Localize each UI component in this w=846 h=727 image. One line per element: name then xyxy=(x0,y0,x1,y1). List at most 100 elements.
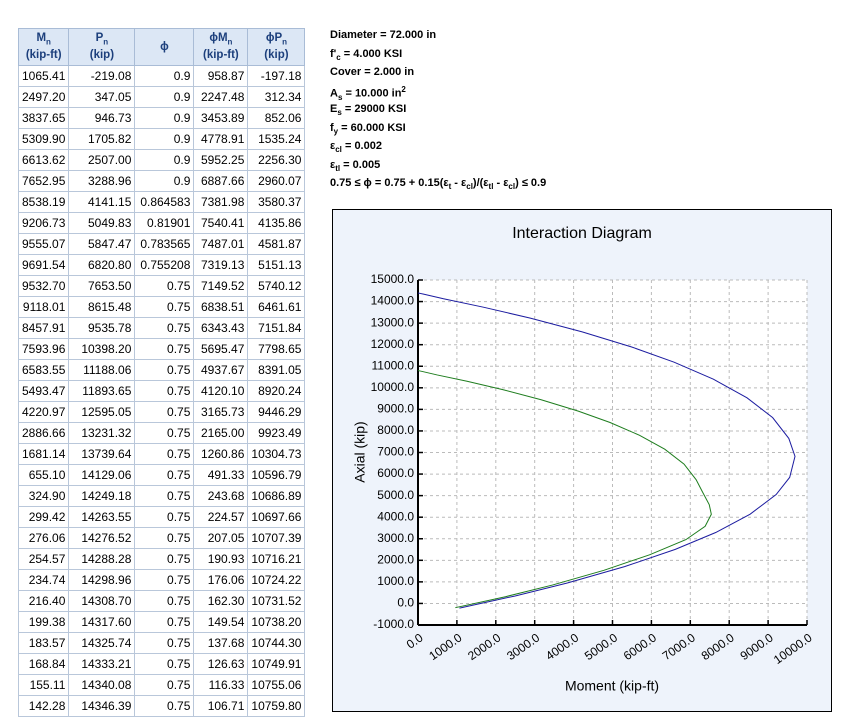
table-cell: 3580.37 xyxy=(247,191,306,213)
table-cell: 946.73 xyxy=(68,107,136,129)
property: fy = 60.000 KSI xyxy=(330,122,546,141)
table-row: 8457.91 9535.78 0.75 6343.43 7151.84 xyxy=(17,317,306,339)
table-cell: -219.08 xyxy=(68,65,136,87)
table-cell: 0.75 xyxy=(134,590,195,612)
table-cell: -197.18 xyxy=(247,65,306,87)
prop-text: ε xyxy=(330,158,336,171)
table-cell: 243.68 xyxy=(193,485,249,507)
property: 0.75 ≤ ϕ = 0.75 + 0.15(εt - εcl)/(εtl - … xyxy=(330,177,546,196)
table-cell: 1260.86 xyxy=(193,443,249,465)
prop-sub: cl xyxy=(508,182,516,192)
table-cell: 5151.13 xyxy=(247,254,306,276)
table-cell: 224.57 xyxy=(193,506,249,528)
table-row: 2886.66 13231.32 0.75 2165.00 9923.49 xyxy=(17,422,306,444)
y-tick-label: 2000.0 xyxy=(377,552,414,566)
table-cell: 10738.20 xyxy=(247,611,306,633)
prop-text: f xyxy=(330,121,334,134)
table-cell: 149.54 xyxy=(193,611,249,633)
y-tick-label: 7000.0 xyxy=(377,445,414,459)
header-sub: n xyxy=(46,37,51,47)
table-cell: 4581.87 xyxy=(247,233,306,255)
table-cell: 14346.39 xyxy=(68,695,136,717)
table-row: 199.38 14317.60 0.75 149.54 10738.20 xyxy=(17,611,306,633)
table-row: 655.10 14129.06 0.75 491.33 10596.79 xyxy=(17,464,306,486)
table-cell: 0.9 xyxy=(134,107,195,129)
property: εcl = 0.002 xyxy=(330,140,546,159)
y-tick-label: 0.0 xyxy=(397,596,414,610)
table-cell: 7593.96 xyxy=(17,338,70,360)
table-cell: 1705.82 xyxy=(68,128,136,150)
table-cell: 7381.98 xyxy=(193,191,249,213)
table-cell: 10304.73 xyxy=(247,443,306,465)
header-main: M xyxy=(36,32,47,45)
table-row: 2497.20 347.05 0.9 2247.48 312.34 xyxy=(17,86,306,108)
header-sub: n xyxy=(103,37,109,47)
table-row: 7652.95 3288.96 0.9 6887.66 2960.07 xyxy=(17,170,306,192)
table-cell: 0.75 xyxy=(134,695,195,717)
prop-text: = 0.002 xyxy=(341,140,382,152)
table-cell: 176.06 xyxy=(193,569,249,591)
table-cell: 6343.43 xyxy=(193,317,249,339)
table-cell: 8457.91 xyxy=(17,317,70,339)
table-row: 155.11 14340.08 0.75 116.33 10755.06 xyxy=(17,674,306,696)
table-cell: 234.74 xyxy=(17,569,70,591)
table-cell: 0.75 xyxy=(134,653,195,675)
header-unit: (kip-ft) xyxy=(203,48,239,61)
table-cell: 0.75 xyxy=(134,548,195,570)
table-cell: 10398.20 xyxy=(68,338,136,360)
table-cell: 10759.80 xyxy=(247,695,306,717)
table-cell: 6583.55 xyxy=(17,359,70,381)
table-cell: 9535.78 xyxy=(68,317,136,339)
table-cell: 7149.52 xyxy=(193,275,249,297)
table-cell: 9446.29 xyxy=(247,401,306,423)
table-cell: 0.75 xyxy=(134,338,195,360)
chart-title: Interaction Diagram xyxy=(512,225,652,242)
y-tick-label: 11000.0 xyxy=(372,358,415,372)
table-cell: 5493.47 xyxy=(17,380,70,402)
y-tick-label: 13000.0 xyxy=(371,315,415,329)
prop-sub: c xyxy=(336,52,341,62)
table-row: 216.40 14308.70 0.75 162.30 10731.52 xyxy=(17,590,306,612)
property: f'c = 4.000 KSI xyxy=(330,48,546,67)
table-row: 9691.54 6820.80 0.755208 7319.13 5151.13 xyxy=(17,254,306,276)
prop-text: Diameter = 72.000 in xyxy=(330,29,437,41)
table-cell: 0.864583 xyxy=(134,191,195,213)
y-tick-label: -1000.0 xyxy=(373,617,414,631)
header-main: P xyxy=(95,32,104,45)
table-cell: 9532.70 xyxy=(17,275,70,297)
table-cell: 2960.07 xyxy=(247,170,306,192)
prop-sub: cl xyxy=(466,182,473,192)
prop-text: = 10.000 in xyxy=(342,87,402,100)
header-unit: (kip-ft) xyxy=(25,48,62,61)
series-line xyxy=(417,370,712,609)
table-row: 9532.70 7653.50 0.75 7149.52 5740.12 xyxy=(17,275,306,297)
table-body: 1065.41 -219.08 0.9 958.87 -197.18 2497.20 347… xyxy=(17,65,306,717)
y-tick-label: 15000.0 xyxy=(371,272,415,286)
property: As = 10.000 in2 xyxy=(330,85,546,104)
prop-sub: cl xyxy=(335,145,342,155)
x-axis-label: Moment (kip-ft) xyxy=(565,678,659,694)
table-cell: 12595.05 xyxy=(68,401,136,423)
table-cell: 5952.25 xyxy=(193,149,249,171)
table-cell: 0.75 xyxy=(134,464,195,486)
col-header: Mn (kip-ft) xyxy=(17,28,70,66)
y-tick-label: 1000.0 xyxy=(377,574,414,588)
table-cell: 10596.79 xyxy=(247,464,306,486)
table-cell: 106.71 xyxy=(193,695,249,717)
prop-text: f' xyxy=(330,47,337,60)
table-cell: 2247.48 xyxy=(193,86,249,108)
table-cell: 137.68 xyxy=(193,632,249,654)
table-cell: 0.75 xyxy=(134,527,195,549)
property: Diameter = 72.000 in xyxy=(330,29,546,48)
header-main: ϕ xyxy=(160,40,169,53)
table-cell: 299.42 xyxy=(17,506,70,528)
y-tick-label: 14000.0 xyxy=(371,294,415,308)
prop-text: - ε xyxy=(493,177,509,189)
y-tick-label: 12000.0 xyxy=(371,337,415,351)
header-sub: n xyxy=(282,37,288,47)
table-row: 324.90 14249.18 0.75 243.68 10686.89 xyxy=(17,485,306,507)
prop-sub: s xyxy=(337,92,343,102)
table-row: 234.74 14298.96 0.75 176.06 10724.22 xyxy=(17,569,306,591)
table-cell: 14340.08 xyxy=(68,674,136,696)
